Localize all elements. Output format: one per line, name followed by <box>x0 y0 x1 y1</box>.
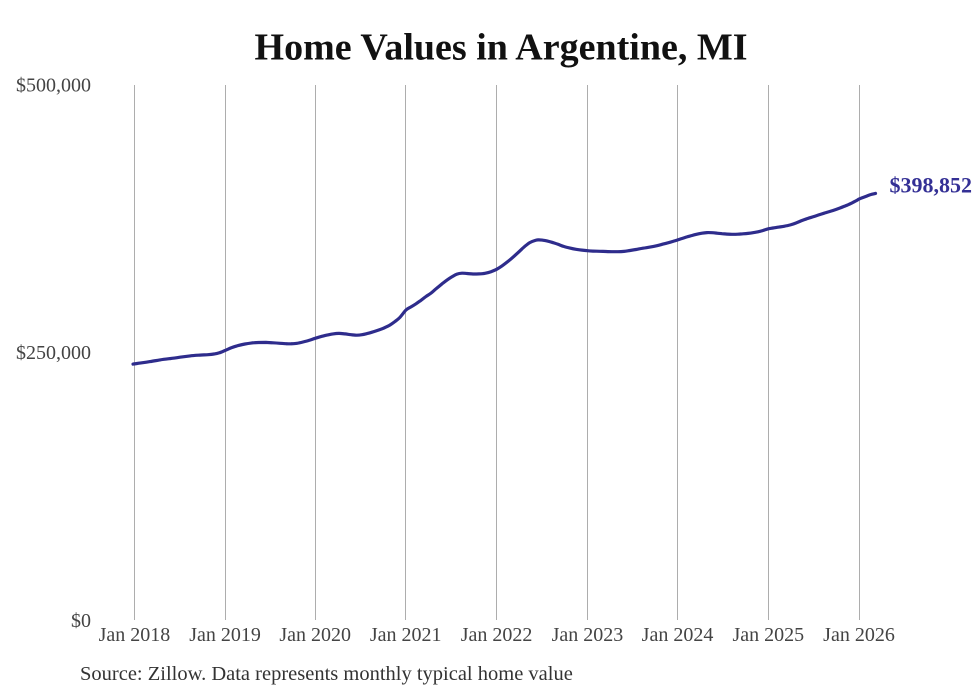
svg-text:Jan 2024: Jan 2024 <box>642 624 714 646</box>
svg-text:Jan 2025: Jan 2025 <box>732 624 804 646</box>
svg-text:Jan 2022: Jan 2022 <box>461 624 533 646</box>
svg-text:Source: Zillow. Data represent: Source: Zillow. Data represents monthly … <box>80 663 573 685</box>
svg-text:Jan 2026: Jan 2026 <box>823 624 895 646</box>
svg-text:Home Values in Argentine, MI: Home Values in Argentine, MI <box>255 27 748 69</box>
svg-text:Jan 2019: Jan 2019 <box>189 624 261 646</box>
svg-text:$500,000: $500,000 <box>16 74 91 96</box>
svg-text:$0: $0 <box>71 610 91 632</box>
svg-text:Jan 2020: Jan 2020 <box>279 624 351 646</box>
svg-text:Jan 2018: Jan 2018 <box>99 624 171 646</box>
svg-text:Jan 2021: Jan 2021 <box>370 624 442 646</box>
svg-text:Jan 2023: Jan 2023 <box>552 624 624 646</box>
svg-text:$250,000: $250,000 <box>16 342 91 364</box>
svg-text:$398,852: $398,852 <box>890 173 973 198</box>
